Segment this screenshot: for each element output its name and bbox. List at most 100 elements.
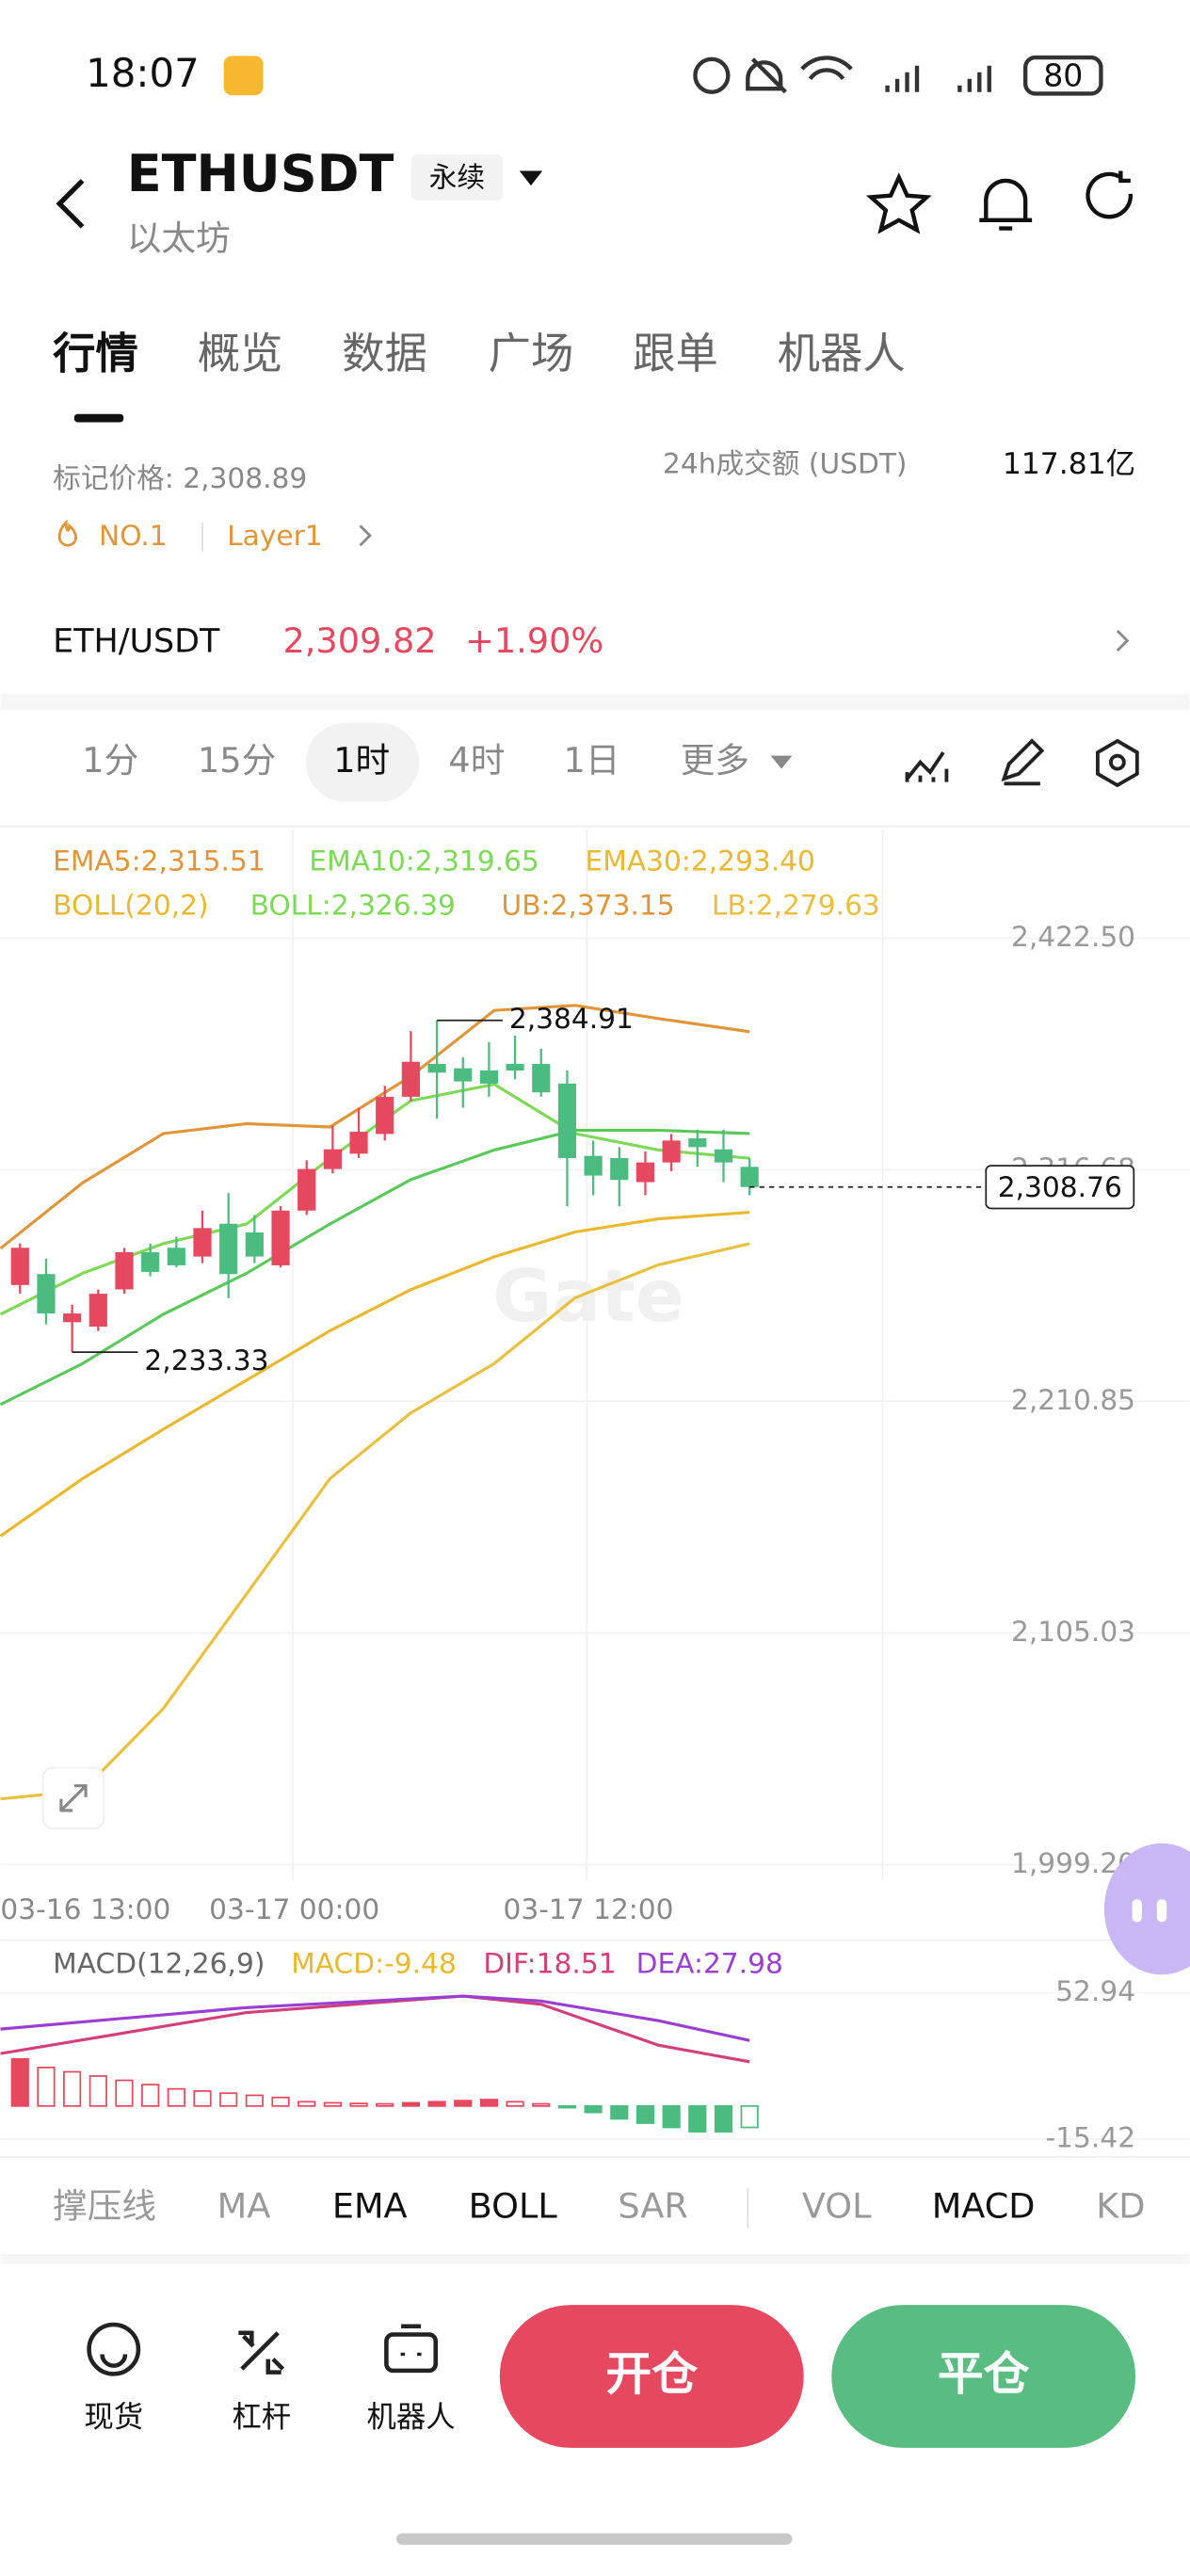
candle-body bbox=[401, 1061, 420, 1097]
candle-body bbox=[635, 1162, 655, 1183]
chart-tools[interactable] bbox=[905, 738, 1139, 788]
close-button[interactable] bbox=[831, 2305, 1136, 2448]
pair-name[interactable]: ETH/USDT bbox=[53, 622, 220, 660]
indicator-tab[interactable]: KD bbox=[1096, 2186, 1145, 2227]
status-time: 18:07 bbox=[86, 50, 200, 96]
candle-body bbox=[740, 1167, 759, 1187]
coin-name: 以太坊 bbox=[127, 217, 231, 258]
rank: NO.1 bbox=[99, 519, 168, 552]
floating-assistant[interactable] bbox=[1103, 1843, 1190, 1975]
interval[interactable]: 更多 bbox=[681, 740, 749, 781]
candle-body bbox=[454, 1068, 473, 1082]
interval[interactable]: 15分 bbox=[198, 740, 276, 781]
last-price-box bbox=[985, 1165, 1135, 1210]
candle-body bbox=[349, 1132, 368, 1154]
interval[interactable]: 4时 bbox=[448, 740, 505, 781]
indicator-tab[interactable]: MACD bbox=[932, 2186, 1036, 2227]
bottom-item[interactable]: 现货 bbox=[84, 2400, 143, 2434]
indicator-line bbox=[0, 1004, 750, 1250]
candle-body bbox=[714, 1149, 733, 1163]
assistant-eye bbox=[1132, 1899, 1143, 1923]
macd-legend: MACD:-9.48 bbox=[291, 1946, 457, 1979]
macd-bar bbox=[401, 2101, 420, 2107]
candle-body bbox=[141, 1251, 160, 1272]
tab[interactable]: 概览 bbox=[198, 329, 283, 378]
candle-body bbox=[427, 1064, 446, 1073]
bottom-item[interactable]: 杠杆 bbox=[232, 2400, 291, 2434]
tab-indicator bbox=[73, 413, 124, 423]
expand-icon bbox=[59, 1784, 88, 1812]
indicator-tab[interactable]: EMA bbox=[332, 2186, 408, 2227]
macd-bar bbox=[219, 2092, 238, 2107]
macd-bar bbox=[740, 2104, 759, 2129]
open-label[interactable]: 开仓 bbox=[605, 2347, 698, 2401]
close-label[interactable]: 平仓 bbox=[938, 2347, 1030, 2401]
indicator-tab[interactable]: SAR bbox=[618, 2186, 687, 2227]
candle-body bbox=[10, 1248, 29, 1285]
candle-body bbox=[662, 1140, 681, 1163]
tag[interactable]: Layer1 bbox=[227, 519, 323, 552]
indicator-tab[interactable]: 撑压线 bbox=[53, 2186, 156, 2227]
pair-price: 2,309.82 bbox=[282, 620, 436, 661]
macd-bar bbox=[662, 2104, 681, 2129]
y-tick-label: 2,105.03 bbox=[1011, 1615, 1135, 1648]
x-tick-label: 03-16 13:00 bbox=[0, 1892, 170, 1925]
header-icons[interactable] bbox=[865, 170, 1134, 234]
macd-bar bbox=[427, 2101, 446, 2107]
macd-bar bbox=[167, 2087, 185, 2107]
candle-body bbox=[63, 1313, 82, 1323]
candle-body bbox=[323, 1149, 342, 1169]
candle-body bbox=[557, 1083, 577, 1158]
indicator-tab[interactable]: BOLL bbox=[469, 2186, 558, 2227]
macd-bar bbox=[532, 2102, 551, 2107]
tab[interactable]: 跟单 bbox=[633, 329, 718, 378]
volume-label: 24h成交额 (USDT) bbox=[663, 446, 908, 479]
dropdown[interactable] bbox=[519, 170, 543, 186]
candle-body bbox=[376, 1096, 394, 1135]
macd-line bbox=[0, 1994, 750, 2042]
back-button[interactable] bbox=[56, 179, 85, 229]
mail-icon bbox=[223, 56, 264, 96]
bottom-item[interactable]: 机器人 bbox=[366, 2400, 455, 2434]
candle-body bbox=[298, 1168, 316, 1211]
macd-bar bbox=[479, 2099, 499, 2107]
candle-body bbox=[688, 1138, 707, 1148]
tabs[interactable]: 行情 概览 数据 广场 跟单 机器人 bbox=[53, 329, 906, 378]
tab[interactable]: 数据 bbox=[342, 329, 427, 378]
candle-body bbox=[219, 1223, 238, 1275]
tab[interactable]: 行情 bbox=[53, 329, 138, 378]
battery: 80 bbox=[1043, 57, 1083, 94]
tab[interactable]: 机器人 bbox=[778, 329, 906, 378]
y-tick-label: -15.42 bbox=[1045, 2120, 1135, 2153]
pair-change: +1.90% bbox=[465, 620, 603, 661]
candle-body bbox=[479, 1070, 499, 1084]
indicator-tab[interactable]: MA bbox=[217, 2186, 271, 2227]
indicator-legend: EMA5:2,315.51 bbox=[53, 845, 265, 877]
open-button[interactable] bbox=[499, 2305, 804, 2448]
candle-body bbox=[193, 1228, 212, 1257]
interval[interactable]: 1时 bbox=[333, 740, 390, 781]
indicator-legend: EMA10:2,319.65 bbox=[309, 845, 539, 877]
contract-badge[interactable] bbox=[410, 154, 504, 201]
candle-body bbox=[610, 1157, 629, 1181]
macd-bar bbox=[635, 2104, 655, 2124]
candle-body bbox=[37, 1274, 56, 1314]
macd-legend: DEA:27.98 bbox=[636, 1946, 783, 1979]
interval[interactable]: 1日 bbox=[564, 740, 620, 781]
indicator-tab[interactable]: VOL bbox=[802, 2186, 872, 2227]
macd-bar bbox=[63, 2070, 82, 2107]
watermark: Gate bbox=[492, 1255, 684, 1339]
macd-bar bbox=[714, 2104, 733, 2133]
macd-bar bbox=[115, 2079, 134, 2107]
interval[interactable]: 1分 bbox=[82, 740, 138, 781]
macd-bar bbox=[323, 2101, 342, 2107]
home-indicator bbox=[395, 2533, 793, 2545]
low-label: 2,233.33 bbox=[144, 1344, 268, 1377]
indicator-line bbox=[0, 1242, 750, 1801]
status-icons bbox=[693, 55, 1103, 96]
tab[interactable]: 广场 bbox=[489, 329, 574, 378]
indicator-legend: EMA30:2,293.40 bbox=[586, 845, 815, 877]
bottom-icons bbox=[87, 2322, 439, 2376]
macd-bar bbox=[376, 2102, 394, 2107]
